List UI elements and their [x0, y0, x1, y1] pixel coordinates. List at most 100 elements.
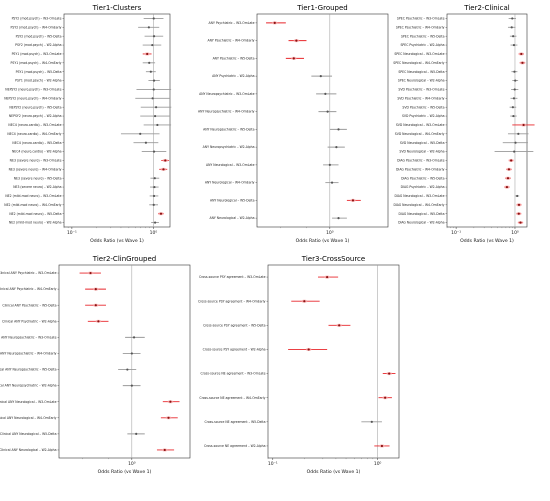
row-label: SVD Psychiatric – W2-Alpha	[402, 114, 445, 118]
point-estimate	[169, 400, 172, 403]
point-estimate	[521, 61, 524, 64]
point-estimate	[151, 43, 154, 47]
point-estimate	[153, 185, 156, 189]
row-label: NEC4 (neuro.cardio) – W3-OmLate	[8, 123, 61, 127]
row-label: NE3 (severe neuro) – W3-OmLate	[10, 159, 62, 163]
point-estimate	[384, 396, 387, 399]
point-estimate	[510, 26, 513, 29]
point-estimate	[516, 194, 519, 198]
row-label: SVD Psychiatric – W3-OmLate	[398, 88, 444, 92]
row-label: NEPSY2 (neuro.psych) – W3-OmLate	[5, 88, 61, 92]
row-label: ANY Neuropsychiatric – W3-OmLate	[199, 92, 254, 96]
row-label: NE2 (mild-mod neuro) – W4-OmEarly	[4, 203, 61, 207]
row-label: SVD Neurological – W2-Alpha	[399, 150, 444, 154]
row-label: ANY Psychiatric – W3-OmLate	[209, 21, 255, 25]
row-label: PSY1 (mod.psych) – W4-OmEarly	[10, 61, 61, 65]
row-label: Clinical ANY Psychiatric – W2-Alpha	[2, 319, 57, 323]
x-tick-label: 10⁰	[150, 230, 158, 236]
x-tick-label: 10⁰	[326, 230, 334, 236]
point-estimate	[94, 304, 97, 307]
point-estimate	[506, 177, 510, 180]
row-label: ANY Neurological – W4-OmEarly	[205, 181, 255, 185]
row-label: NEC4 (neuro.cardio) – W5-Delta	[12, 141, 61, 145]
row-label: DIAG Neurological – W3-OmLate	[395, 194, 445, 198]
point-estimate	[152, 88, 155, 91]
row-label: ANY Neuropsychiatric – W5-Delta	[203, 127, 254, 131]
row-label: Cross-source NE agreement – W2-Alpha	[204, 444, 266, 448]
point-estimate	[151, 97, 154, 100]
row-label: NEPSY2 (neuro.psych) – W4-OmEarly	[4, 96, 61, 100]
point-estimate	[335, 146, 338, 149]
row-label: ANY Psychiatric – W2-Alpha	[212, 74, 255, 78]
point-estimate	[519, 221, 522, 224]
row-label: ANY Neuropsychiatric – W4-OmEarly	[198, 110, 255, 114]
point-estimate	[152, 194, 156, 198]
point-estimate	[324, 92, 327, 95]
panel-4: Tier3-CrossSource Cross-source PSY agreem…	[198, 255, 400, 475]
row-label: NE2 (mild-mod neuro) – W2-Alpha	[9, 221, 62, 225]
row-label: Cross-source PSY agreement – W3-OmLate	[199, 275, 266, 279]
point-estimate	[517, 203, 521, 206]
row-label: SPEC Neurological – W4-OmEarly	[393, 61, 444, 65]
row-label: NEPSY2 (neuro.psych) – W2-Alpha	[9, 114, 62, 118]
point-estimate	[152, 35, 156, 38]
point-estimate	[505, 185, 509, 189]
point-estimate	[295, 39, 298, 42]
plot-frame	[446, 13, 528, 228]
panel-1: Tier1-Grouped ANY Psychiatric – W3-OmLate…	[198, 4, 389, 244]
row-label: NEPSY2 (neuro.psych) – W5-Delta	[9, 105, 61, 109]
row-label: SPEC Neurological – W3-OmLate	[394, 52, 444, 56]
row-label: SPEC Neurological – W5-Delta	[398, 70, 444, 74]
point-estimate	[94, 288, 97, 291]
point-estimate	[517, 212, 520, 215]
point-estimate	[514, 79, 517, 82]
point-estimate	[513, 70, 516, 73]
row-label: NEC4 (neuro.cardio) – W2-Alpha	[12, 150, 62, 154]
point-estimate	[144, 141, 148, 144]
point-estimate	[513, 150, 516, 153]
row-label: SPEC Psychiatric – W4-OmEarly	[396, 25, 445, 29]
row-label: DIAG Psychiatric – W4-OmEarly	[396, 167, 445, 171]
row-label: NE3 (severe neuro) – W2-Alpha	[13, 185, 61, 189]
row-label: SVD Neurological – W4-OmEarly	[395, 132, 445, 136]
point-estimate	[337, 217, 340, 220]
panel-title: Tier2-ClinGrouped	[92, 255, 156, 263]
point-estimate	[147, 26, 150, 29]
point-estimate	[511, 17, 514, 20]
point-estimate	[520, 52, 523, 56]
row-label: SVD Neurological – W5-Delta	[400, 141, 445, 145]
point-estimate	[164, 159, 167, 162]
row-label: Clinical ANY Neuropsychiatric – W5-Delta	[0, 368, 57, 372]
row-label: Cross-source PSY agreement – W4-OmEarly	[198, 299, 266, 303]
panel-2: Tier2-Clinical SPEC Psychiatric – W3-OmLa…	[393, 4, 535, 244]
row-label: Cross-source PSY agreement – W5-Delta	[203, 323, 266, 327]
point-estimate	[135, 432, 138, 435]
row-label: DIAG Neurological – W2-Alpha	[398, 221, 445, 225]
row-label: DIAG Neurological – W5-Delta	[399, 212, 445, 216]
plot-frame	[63, 13, 171, 228]
row-label: NE3 (severe neuro) – W4-OmEarly	[9, 167, 62, 171]
row-label: Cross-source NE agreement – W3-OmLate	[201, 372, 266, 376]
point-estimate	[326, 275, 329, 279]
panel-3: Tier2-ClinGrouped Clinical ANY Psychiatri…	[0, 255, 191, 475]
row-label: Clinical ANY Neuropsychiatric – W2-Alpha	[0, 384, 57, 388]
row-label: NEC4 (neuro.cardio) – W4-OmEarly	[7, 132, 61, 136]
row-label: SPEC Psychiatric – W3-OmLate	[397, 17, 445, 21]
row-label: Cross-source NE agreement – W4-OmEarly	[199, 396, 265, 400]
point-estimate	[328, 163, 331, 166]
point-estimate	[522, 123, 525, 127]
row-label: NE2 (mild-mod neuro) – W5-Delta	[9, 212, 61, 216]
point-estimate	[159, 212, 163, 215]
point-estimate	[512, 35, 515, 38]
point-estimate	[148, 61, 151, 64]
row-label: ANY Psychiatric – W4-OmEarly	[207, 39, 254, 43]
point-estimate	[319, 75, 322, 78]
row-label: SVD Psychiatric – W5-Delta	[402, 105, 444, 109]
panel-title: Tier1-Grouped	[296, 4, 348, 12]
row-label: DIAG Psychiatric – W5-Delta	[401, 176, 444, 180]
point-estimate	[303, 300, 306, 303]
point-estimate	[153, 177, 156, 180]
point-estimate	[89, 271, 92, 275]
